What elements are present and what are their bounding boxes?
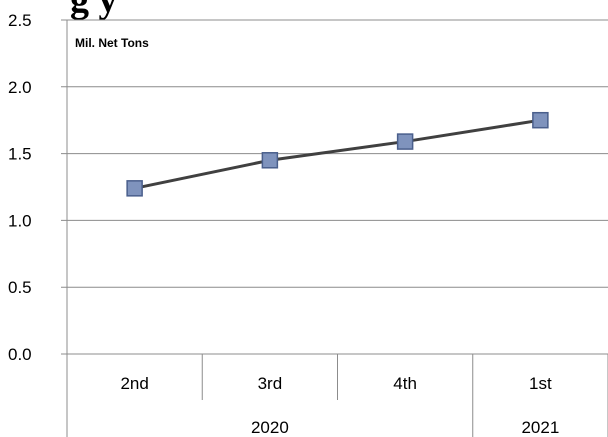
y-tick-label: 1.0: [8, 211, 32, 230]
data-point: [261, 152, 279, 169]
y-tick-label: 1.5: [8, 145, 32, 164]
data-point: [126, 180, 143, 197]
series-line: [134, 118, 541, 190]
x-tick-label: 4th: [393, 374, 417, 393]
data-point: [532, 111, 549, 129]
unit-label: Mil. Net Tons: [75, 36, 149, 50]
chart-title: g y: [70, 0, 118, 21]
y-tick-label: 2.0: [8, 78, 32, 97]
group-label: 2020: [251, 418, 289, 437]
x-tick-label: 3rd: [258, 374, 283, 393]
y-tick-label: 0.5: [8, 278, 32, 297]
x-tick-label: 1st: [529, 374, 552, 393]
y-tick-label: 0.0: [8, 345, 32, 364]
y-tick-label: 2.5: [8, 11, 32, 30]
group-label: 2021: [521, 418, 559, 437]
data-point: [396, 133, 414, 150]
x-tick-label: 2nd: [120, 374, 148, 393]
